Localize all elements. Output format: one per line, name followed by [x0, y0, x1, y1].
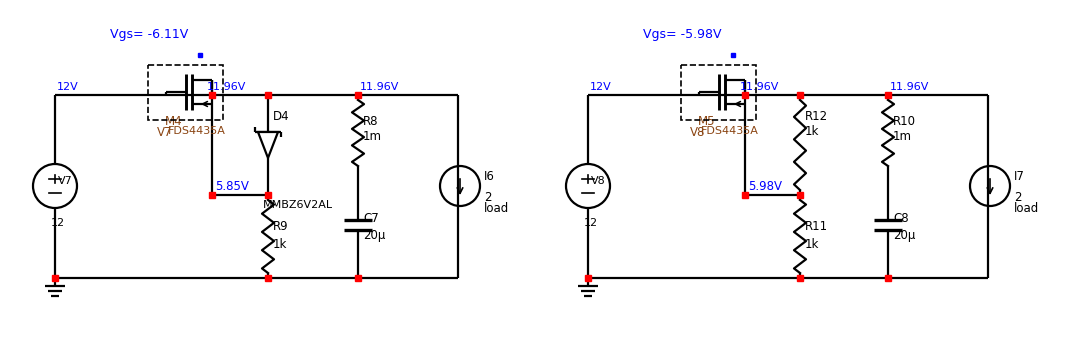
- Text: 1k: 1k: [273, 238, 288, 251]
- Text: V8: V8: [591, 176, 606, 186]
- Text: 12: 12: [51, 218, 65, 228]
- Text: Vgs= -5.98V: Vgs= -5.98V: [643, 28, 721, 41]
- Text: 5.85V: 5.85V: [215, 180, 249, 193]
- Text: 5.98V: 5.98V: [748, 180, 782, 193]
- Text: C8: C8: [892, 212, 908, 225]
- Text: 11.96V: 11.96V: [207, 82, 246, 92]
- Text: 2: 2: [484, 191, 492, 204]
- Text: M5: M5: [698, 115, 716, 128]
- Text: 12V: 12V: [58, 82, 79, 92]
- Text: FDS4435A: FDS4435A: [701, 126, 759, 136]
- Text: I6: I6: [484, 170, 495, 183]
- Text: V7: V7: [157, 126, 173, 139]
- Text: M4: M4: [165, 115, 182, 128]
- Text: 11.96V: 11.96V: [360, 82, 399, 92]
- Text: R11: R11: [805, 220, 829, 233]
- Text: D4: D4: [273, 110, 290, 123]
- Text: Vgs= -6.11V: Vgs= -6.11V: [110, 28, 189, 41]
- Text: 20μ: 20μ: [892, 230, 916, 242]
- Text: R10: R10: [892, 115, 916, 128]
- Text: 1k: 1k: [805, 125, 819, 138]
- Text: R8: R8: [363, 115, 378, 128]
- Text: 1m: 1m: [363, 130, 382, 143]
- Text: 2: 2: [1014, 191, 1021, 204]
- Text: 12: 12: [584, 218, 599, 228]
- Text: 11.96V: 11.96V: [890, 82, 930, 92]
- Text: 1k: 1k: [805, 238, 819, 251]
- Text: R9: R9: [273, 220, 289, 233]
- Text: load: load: [484, 202, 509, 215]
- Text: MMBZ6V2AL: MMBZ6V2AL: [263, 200, 333, 210]
- Text: C7: C7: [363, 212, 379, 225]
- Text: V7: V7: [58, 176, 72, 186]
- Text: I7: I7: [1014, 170, 1025, 183]
- Text: 1m: 1m: [892, 130, 912, 143]
- Text: load: load: [1014, 202, 1039, 215]
- Text: 12V: 12V: [590, 82, 611, 92]
- Text: FDS4435A: FDS4435A: [168, 126, 226, 136]
- Text: V8: V8: [690, 126, 705, 139]
- Polygon shape: [258, 132, 278, 158]
- Text: 11.96V: 11.96V: [740, 82, 780, 92]
- Text: R12: R12: [805, 110, 829, 123]
- Text: 20μ: 20μ: [363, 230, 386, 242]
